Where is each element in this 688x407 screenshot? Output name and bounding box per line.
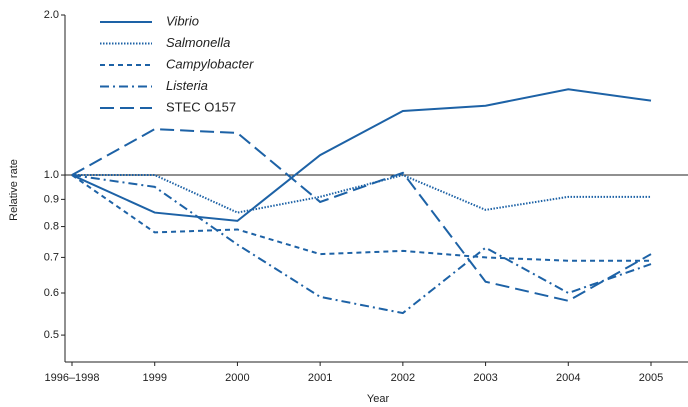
legend-label: Salmonella [166, 35, 230, 50]
x-tick-label: 2001 [308, 372, 332, 384]
x-tick-label: 2002 [391, 372, 415, 384]
legend-label: Campylobacter [166, 56, 254, 71]
y-tick-label: 2.0 [44, 9, 59, 21]
x-tick-label: 1999 [142, 372, 166, 384]
series-line [71, 174, 652, 315]
y-tick-label: 0.5 [44, 329, 59, 341]
x-tick-label: 1996–1998 [44, 372, 99, 384]
series-line [72, 173, 651, 214]
x-tick-label: 2003 [473, 372, 497, 384]
x-tick-label: 2005 [639, 372, 663, 384]
x-axis-label: Year [367, 393, 390, 405]
series-line [71, 88, 652, 222]
y-tick-label: 0.7 [44, 251, 59, 263]
x-tick-label: 2004 [556, 372, 580, 384]
y-axis-label: Relative rate [8, 159, 20, 221]
legend-label: STEC O157 [166, 99, 236, 114]
legend-label: Vibrio [166, 13, 199, 28]
y-tick-label: 0.8 [44, 220, 59, 232]
series-line [71, 128, 652, 302]
x-tick-label: 2000 [225, 372, 249, 384]
y-tick-label: 1.0 [44, 169, 59, 181]
y-tick-label: 0.6 [44, 287, 59, 299]
series-line [71, 174, 651, 262]
y-tick-label: 0.9 [44, 193, 59, 205]
legend-label: Listeria [166, 78, 208, 93]
